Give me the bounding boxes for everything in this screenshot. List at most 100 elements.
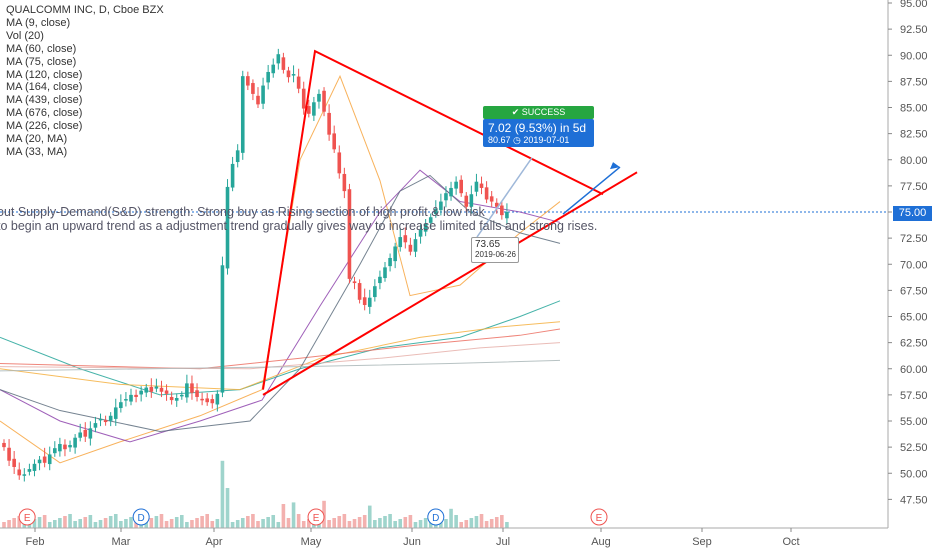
time-tick-label: Apr xyxy=(205,536,222,548)
price-tick-label: 95.00 xyxy=(900,0,928,10)
volume-bar xyxy=(464,520,469,528)
volume-bar xyxy=(154,516,159,528)
volume-bar xyxy=(388,514,392,528)
annotation-line-1: out Supply-Demand(S&D) strength: Strong … xyxy=(0,205,485,219)
candle-up xyxy=(393,246,397,262)
volume-bar xyxy=(53,520,57,528)
volume-bar xyxy=(83,517,88,528)
candle-down xyxy=(195,390,199,397)
candle-down xyxy=(494,202,499,207)
candle-up xyxy=(108,415,113,421)
indicator-item[interactable]: MA (676, close) xyxy=(6,107,83,120)
price-tick-label: 60.00 xyxy=(900,364,928,376)
time-axis[interactable]: Feb Mar Apr May Jun Jul Aug Sep Oct xyxy=(26,528,800,548)
candle-down xyxy=(484,187,489,200)
volume-bar xyxy=(195,518,199,528)
volume-bar xyxy=(149,518,154,528)
indicator-item[interactable]: MA (60, close) xyxy=(6,42,77,55)
volume-bar xyxy=(159,514,164,528)
event-label: D xyxy=(138,513,145,524)
candle-up xyxy=(454,181,458,189)
time-tick-label: Oct xyxy=(782,536,799,548)
candle-up xyxy=(37,459,42,464)
indicator-item[interactable]: MA (164, close) xyxy=(6,81,83,94)
volume-bar xyxy=(164,521,169,528)
candle-down xyxy=(164,390,169,394)
event-label: E xyxy=(596,513,603,524)
volume-bar xyxy=(444,519,448,528)
candle-up xyxy=(373,286,377,298)
volume-bar xyxy=(124,519,128,528)
volume-bar xyxy=(220,460,225,528)
volume-bar xyxy=(403,517,408,528)
candle-up xyxy=(418,229,423,237)
candle-up xyxy=(73,437,77,448)
candle-up xyxy=(139,390,143,395)
price-tick-label: 47.50 xyxy=(900,494,928,506)
volume-bar xyxy=(215,519,220,528)
candle-down xyxy=(200,398,204,401)
candle-up xyxy=(423,223,428,232)
volume-bar xyxy=(276,522,281,528)
dividend-marker xyxy=(427,508,445,526)
candle-down xyxy=(246,76,250,86)
volume-bar xyxy=(347,521,352,528)
symbol-title[interactable]: QUALCOMM INC, D, Cboe BZX xyxy=(6,4,164,16)
event-label: E xyxy=(24,513,31,524)
price-tick-label: 87.50 xyxy=(900,76,928,88)
volume-bar xyxy=(494,517,499,528)
price-tick-label: 77.50 xyxy=(900,181,928,193)
indicator-legend: QUALCOMM INC, D, Cboe BZX MA (9, close) V… xyxy=(6,4,164,159)
candle-up xyxy=(261,85,265,104)
ma-439-line xyxy=(0,174,561,432)
volume-bar xyxy=(301,521,306,528)
volume-bar xyxy=(286,518,291,528)
volume-bar xyxy=(113,514,118,528)
indicator-item[interactable]: MA (33, MA) xyxy=(6,145,68,158)
candle-up xyxy=(312,102,316,116)
volume-bar xyxy=(103,518,108,528)
entry-price: 73.65 xyxy=(475,239,501,250)
volume-bar xyxy=(190,520,194,528)
candle-up xyxy=(180,394,184,397)
candle-up xyxy=(93,423,98,428)
price-tick-label: 55.00 xyxy=(900,416,928,428)
candle-down xyxy=(342,173,347,192)
candle-up xyxy=(129,394,133,402)
candle-down xyxy=(332,133,336,150)
indicator-item[interactable]: MA (9, close) xyxy=(6,16,71,29)
indicator-item[interactable]: MA (20, MA) xyxy=(6,133,68,146)
indicator-item[interactable]: MA (75, close) xyxy=(6,55,77,68)
volume-bar xyxy=(7,520,11,528)
candle-up xyxy=(469,194,474,207)
candle-up xyxy=(317,93,321,102)
candle-up xyxy=(367,297,372,307)
candle-up xyxy=(154,386,159,389)
candle-up xyxy=(444,193,448,201)
volume-bar xyxy=(373,520,377,528)
indicator-item[interactable]: MA (120, close) xyxy=(6,68,83,81)
candle-down xyxy=(307,106,311,114)
price-tick-label: 50.00 xyxy=(900,468,928,480)
volume-bar xyxy=(42,515,47,528)
volume-bar xyxy=(93,522,98,528)
candle-up xyxy=(378,276,382,284)
entry-label: 73.65 2019-06-26 xyxy=(471,237,519,263)
indicator-item[interactable]: Vol (20) xyxy=(6,29,44,42)
success-badge: ✔ SUCCESS xyxy=(483,106,594,119)
volume-bar xyxy=(200,516,204,528)
price-tick-label: 65.00 xyxy=(900,312,928,324)
candle-up xyxy=(78,432,82,438)
forecast-arrow-head xyxy=(610,162,620,170)
volume-bar xyxy=(378,518,382,528)
indicator-item[interactable]: MA (439, close) xyxy=(6,94,83,107)
volume-bar xyxy=(352,519,357,528)
candle-up xyxy=(124,399,128,401)
candle-down xyxy=(205,398,209,403)
projection-line xyxy=(476,157,533,238)
volume-bar xyxy=(469,518,474,528)
candle-down xyxy=(149,386,154,392)
indicator-item[interactable]: MA (226, close) xyxy=(6,120,83,133)
candle-down xyxy=(489,196,494,202)
